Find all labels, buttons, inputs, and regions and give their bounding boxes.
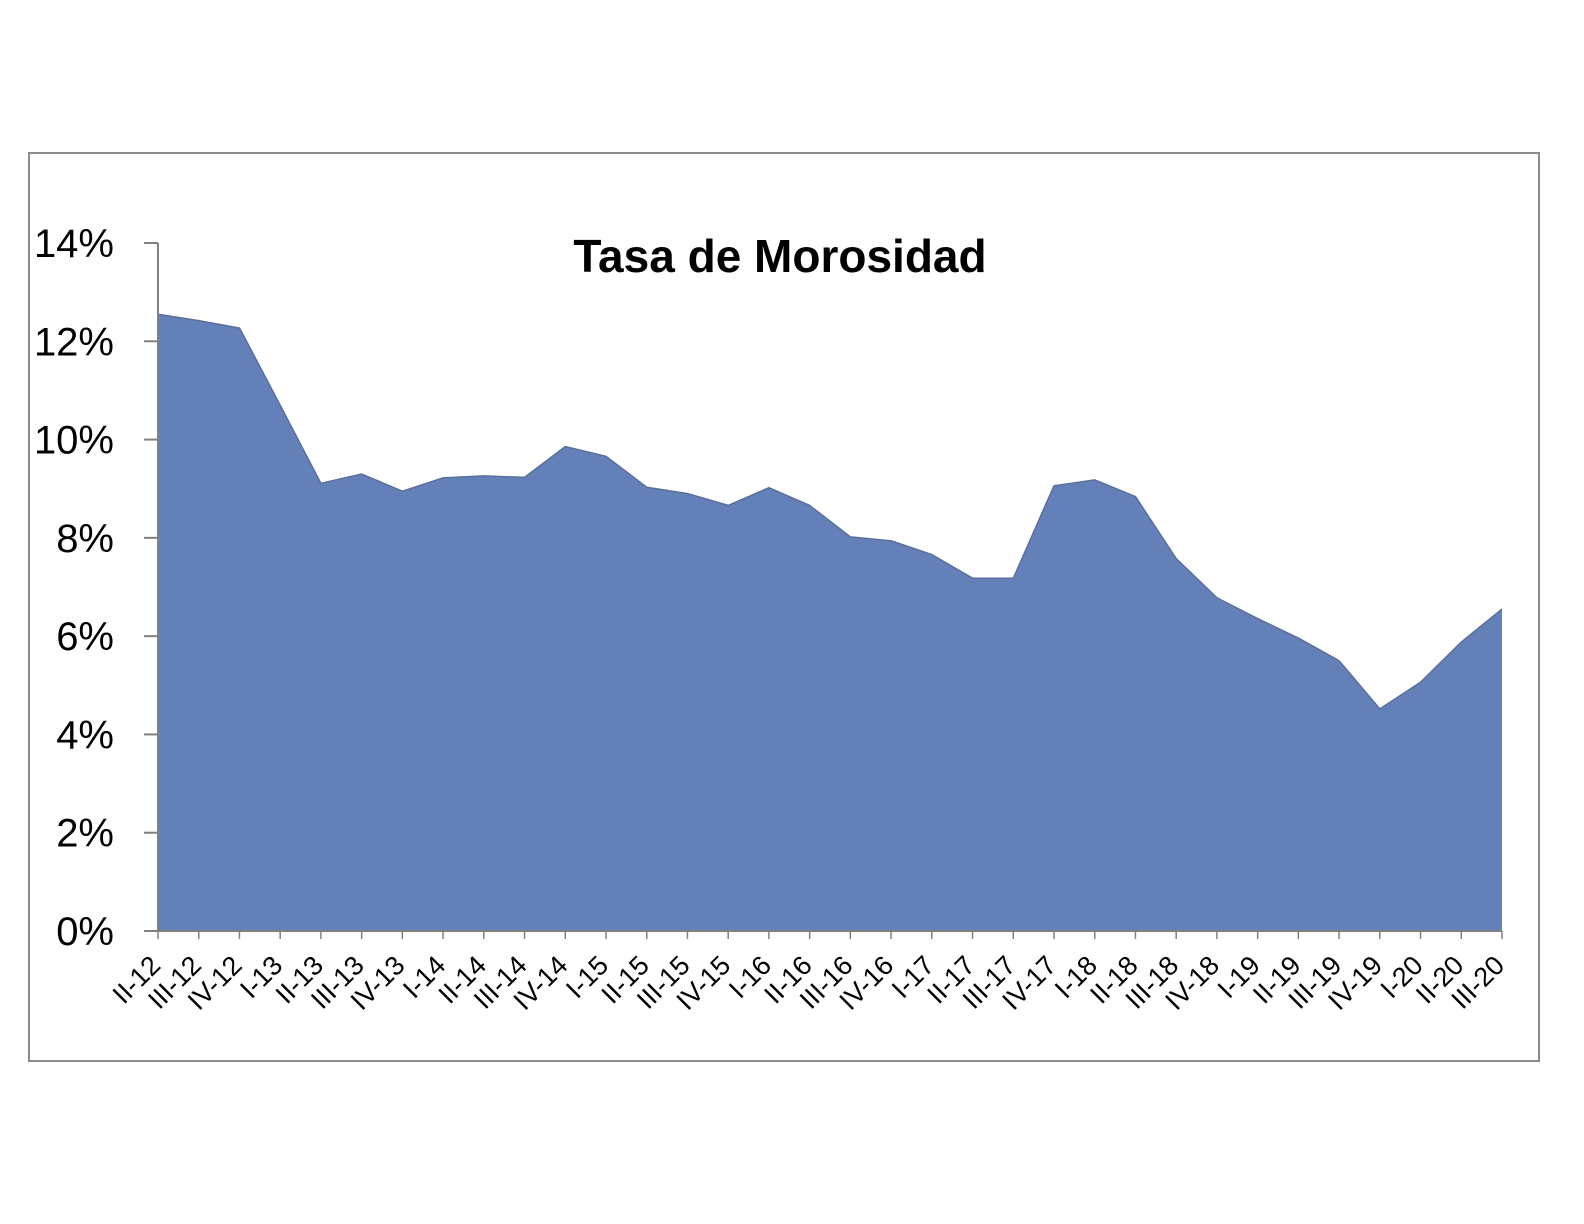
y-tick-label: 12% bbox=[34, 320, 114, 364]
y-tick-label: 2% bbox=[56, 812, 114, 856]
y-tick-label: 10% bbox=[34, 419, 114, 463]
y-tick-label: 4% bbox=[56, 713, 114, 757]
area-series-0 bbox=[158, 314, 1502, 931]
y-tick-label: 6% bbox=[56, 615, 114, 659]
y-tick-label: 8% bbox=[56, 517, 114, 561]
chart-svg: Tasa de Morosidad 0%2%4%6%8%10%12%14%II-… bbox=[34, 222, 1510, 1016]
chart-frame: Tasa de Morosidad 0% 2% 4% 6% 8% 10% 12% 14% II-… bbox=[28, 152, 1540, 1062]
y-tick-label: 14% bbox=[34, 222, 114, 266]
area-series-edge-0 bbox=[157, 313, 1503, 710]
y-tick-label: 0% bbox=[56, 910, 114, 954]
chart-title: Tasa de Morosidad bbox=[573, 230, 986, 282]
plot-area: 0%2%4%6%8%10%12%14%II-12III-12IV-12I-13I… bbox=[34, 222, 1510, 1016]
